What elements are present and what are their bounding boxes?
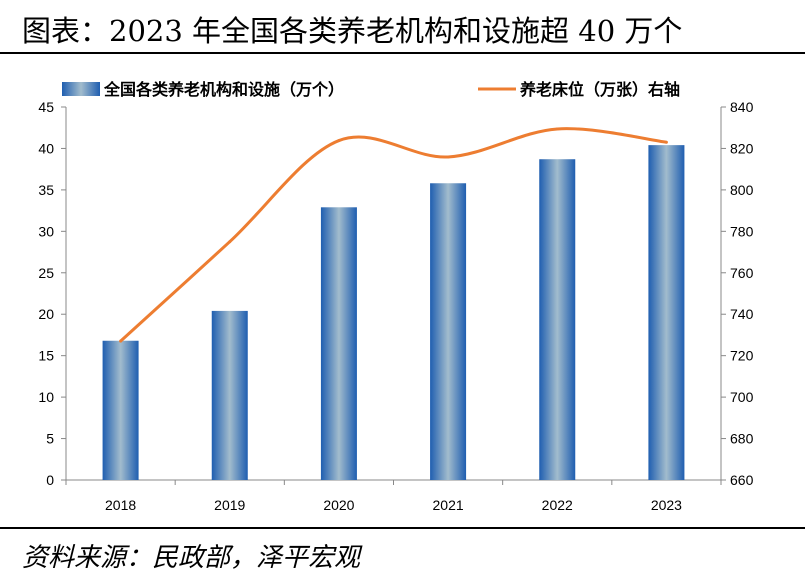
- beds-point-2023: [664, 140, 668, 144]
- legend-bar-swatch: [62, 82, 100, 96]
- top-rule: [0, 52, 805, 54]
- source-note: 资料来源：民政部，泽平宏观: [22, 543, 361, 573]
- x-tick-label: 2020: [323, 497, 354, 513]
- beds-point-2019: [228, 240, 232, 244]
- bottom-rule: [0, 527, 805, 529]
- right-tick-label: 840: [730, 99, 754, 115]
- beds-point-2020: [337, 139, 341, 143]
- legend: 全国各类养老机构和设施（万个） 养老床位（万张）右轴: [62, 80, 680, 99]
- left-tick-label: 10: [38, 389, 54, 405]
- chart-title: 图表：2023 年全国各类养老机构和设施超 40 万个: [22, 14, 683, 48]
- right-tick-label: 780: [730, 223, 754, 239]
- right-tick-label: 660: [730, 472, 754, 488]
- left-tick-label: 45: [38, 99, 54, 115]
- left-tick-label: 0: [46, 472, 54, 488]
- bar-2018: [102, 340, 139, 480]
- beds-point-2018: [119, 339, 123, 343]
- bar-2023: [648, 145, 685, 480]
- legend-bar-label: 全国各类养老机构和设施（万个）: [103, 80, 344, 99]
- left-tick-label: 15: [38, 348, 54, 364]
- bar-2020: [320, 207, 357, 480]
- legend-line-label: 养老床位（万张）右轴: [519, 80, 680, 99]
- left-tick-label: 5: [46, 431, 54, 447]
- right-tick-label: 680: [730, 431, 754, 447]
- left-tick-label: 40: [38, 140, 54, 156]
- x-tick-label: 2022: [542, 497, 573, 513]
- x-tick-label: 2018: [105, 497, 136, 513]
- bar-2022: [539, 159, 576, 480]
- left-tick-label: 30: [38, 223, 54, 239]
- beds-point-2021: [446, 155, 450, 159]
- right-tick-label: 720: [730, 348, 754, 364]
- beds-point-2022: [555, 127, 559, 131]
- left-tick-label: 25: [38, 265, 54, 281]
- x-tick-label: 2019: [214, 497, 245, 513]
- right-tick-label: 740: [730, 306, 754, 322]
- x-tick-label: 2023: [651, 497, 682, 513]
- bar-2021: [430, 183, 467, 480]
- x-tick-label: 2021: [433, 497, 464, 513]
- bar-2019: [211, 310, 248, 480]
- right-tick-label: 820: [730, 140, 754, 156]
- right-tick-label: 800: [730, 182, 754, 198]
- left-tick-label: 20: [38, 306, 54, 322]
- right-tick-label: 760: [730, 265, 754, 281]
- beds-line: [119, 127, 667, 343]
- right-tick-label: 700: [730, 389, 754, 405]
- left-tick-label: 35: [38, 182, 54, 198]
